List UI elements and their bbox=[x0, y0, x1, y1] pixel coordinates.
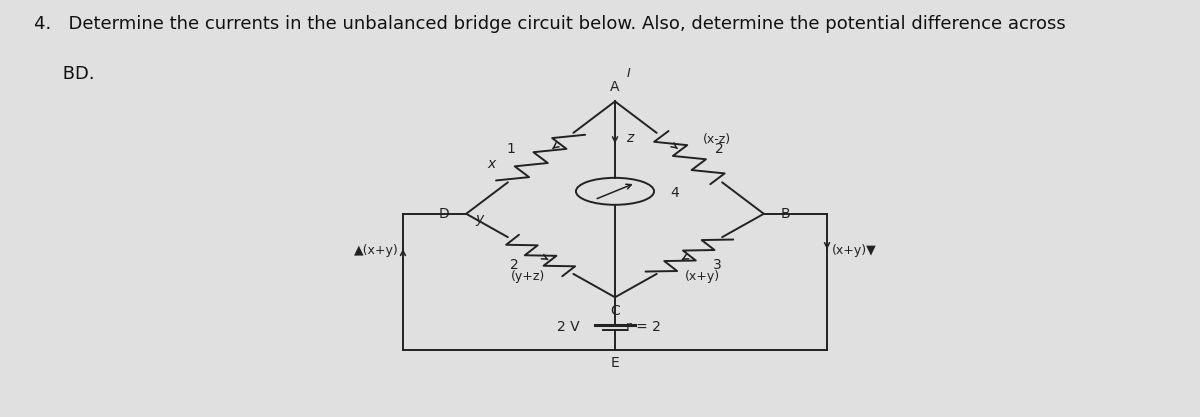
Text: z: z bbox=[626, 131, 634, 145]
Text: 4.   Determine the currents in the unbalanced bridge circuit below. Also, determ: 4. Determine the currents in the unbalan… bbox=[34, 15, 1066, 33]
Text: y: y bbox=[475, 211, 484, 226]
Text: B: B bbox=[780, 207, 790, 221]
Text: (x+y): (x+y) bbox=[685, 270, 720, 283]
Text: (x+y)▼: (x+y)▼ bbox=[832, 244, 876, 257]
Text: A: A bbox=[611, 80, 619, 94]
Text: 4: 4 bbox=[671, 186, 679, 200]
Text: BD.: BD. bbox=[34, 65, 95, 83]
Text: C: C bbox=[610, 304, 620, 318]
Text: 2 V: 2 V bbox=[557, 320, 580, 334]
Text: I: I bbox=[628, 67, 631, 80]
Text: (y+z): (y+z) bbox=[511, 270, 545, 283]
Text: E: E bbox=[611, 356, 619, 370]
Text: D: D bbox=[439, 207, 450, 221]
Text: x: x bbox=[487, 157, 496, 171]
Text: r = 2: r = 2 bbox=[626, 320, 661, 334]
Text: 2: 2 bbox=[715, 142, 724, 156]
Text: 1: 1 bbox=[506, 142, 515, 156]
Text: ▲(x+y): ▲(x+y) bbox=[354, 244, 398, 257]
Text: (x-z): (x-z) bbox=[703, 133, 732, 146]
Text: 3: 3 bbox=[713, 258, 721, 271]
Text: 2: 2 bbox=[510, 258, 518, 271]
